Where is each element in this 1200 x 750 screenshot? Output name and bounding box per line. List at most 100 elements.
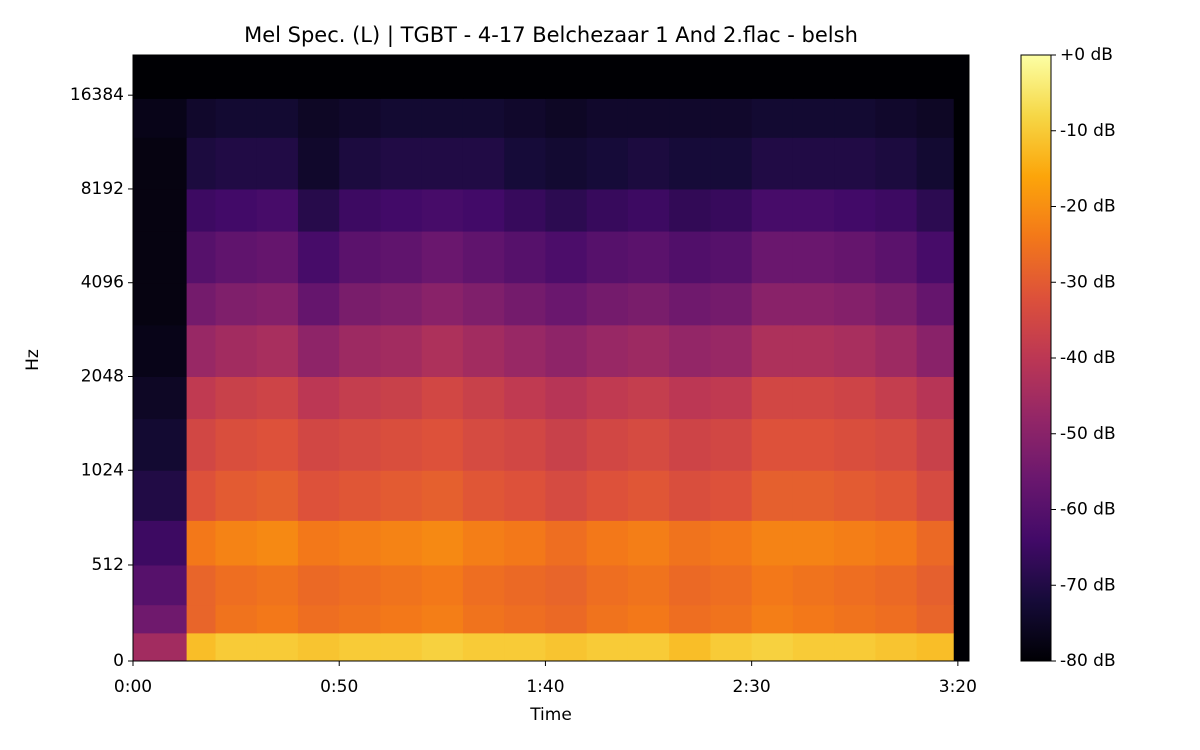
cell xyxy=(256,137,299,190)
cell xyxy=(586,98,629,138)
cell xyxy=(669,376,711,420)
cell xyxy=(421,188,464,232)
cell xyxy=(710,564,753,606)
cell xyxy=(586,632,629,662)
cell xyxy=(586,231,629,284)
cell xyxy=(133,604,188,634)
cell xyxy=(953,231,970,284)
cell xyxy=(421,376,464,420)
cell xyxy=(953,418,970,471)
cell xyxy=(953,470,970,521)
cell xyxy=(462,520,505,566)
cell xyxy=(380,324,423,377)
cell xyxy=(627,418,670,471)
cell xyxy=(339,564,381,606)
cell xyxy=(710,55,753,99)
cell xyxy=(751,604,794,634)
cell xyxy=(669,137,711,190)
cell xyxy=(669,282,711,326)
cell xyxy=(627,98,670,138)
cell xyxy=(953,282,970,326)
cell xyxy=(380,604,423,634)
cell xyxy=(586,376,629,420)
cell xyxy=(545,55,588,99)
cell xyxy=(751,98,794,138)
cell xyxy=(186,324,216,377)
cell xyxy=(627,564,670,606)
chart-title: Mel Spec. (L) | TGBT - 4-17 Belchezaar 1… xyxy=(244,23,858,48)
cell xyxy=(421,418,464,471)
cell xyxy=(916,324,955,377)
cell xyxy=(586,137,629,190)
cell xyxy=(792,231,835,284)
cell xyxy=(545,98,588,138)
colorbar-tick-label: -10 dB xyxy=(1060,121,1116,141)
cell xyxy=(627,520,670,566)
cell xyxy=(792,604,835,634)
x-tick-label: 2:30 xyxy=(733,677,771,697)
cell xyxy=(133,55,188,99)
cell xyxy=(875,564,918,606)
cell xyxy=(297,188,340,232)
cell xyxy=(297,376,340,420)
cell xyxy=(380,55,423,99)
cell xyxy=(133,137,188,190)
cell xyxy=(133,520,188,566)
cell xyxy=(297,231,340,284)
cell xyxy=(751,632,794,662)
cell xyxy=(186,137,216,190)
cell xyxy=(421,137,464,190)
cell xyxy=(627,324,670,377)
cell xyxy=(751,564,794,606)
cell xyxy=(710,282,753,326)
cell xyxy=(953,376,970,420)
cell xyxy=(421,282,464,326)
cell xyxy=(462,632,505,662)
cell xyxy=(462,418,505,471)
cell xyxy=(297,470,340,521)
cell xyxy=(504,188,546,232)
cell xyxy=(792,282,835,326)
cell xyxy=(834,282,876,326)
cell xyxy=(256,632,299,662)
colorbar-tick-label: +0 dB xyxy=(1060,45,1113,65)
colorbar-tick-label: -20 dB xyxy=(1060,197,1116,217)
cell xyxy=(953,564,970,606)
cell xyxy=(586,282,629,326)
cell xyxy=(256,55,299,99)
cell xyxy=(421,604,464,634)
cell xyxy=(916,564,955,606)
cell xyxy=(916,188,955,232)
cell xyxy=(875,520,918,566)
cell xyxy=(256,604,299,634)
cell xyxy=(875,418,918,471)
cell xyxy=(834,564,876,606)
cell xyxy=(545,231,588,284)
cell xyxy=(504,231,546,284)
cell xyxy=(215,231,258,284)
colorbar-tick-label: -40 dB xyxy=(1060,348,1116,368)
cell xyxy=(186,520,216,566)
cell xyxy=(669,188,711,232)
cell xyxy=(421,324,464,377)
cell xyxy=(133,418,188,471)
cell xyxy=(834,98,876,138)
cell xyxy=(875,604,918,634)
cell xyxy=(953,188,970,232)
x-tick-label: 0:00 xyxy=(114,677,152,697)
cell xyxy=(462,137,505,190)
cell xyxy=(751,188,794,232)
cell xyxy=(916,282,955,326)
cell xyxy=(792,55,835,99)
cell xyxy=(710,632,753,662)
cell xyxy=(627,137,670,190)
cell xyxy=(421,231,464,284)
cell xyxy=(586,324,629,377)
cell xyxy=(710,418,753,471)
cell xyxy=(186,282,216,326)
cell xyxy=(875,55,918,99)
cell xyxy=(380,418,423,471)
cell xyxy=(215,632,258,662)
cell xyxy=(627,188,670,232)
cell xyxy=(339,376,381,420)
